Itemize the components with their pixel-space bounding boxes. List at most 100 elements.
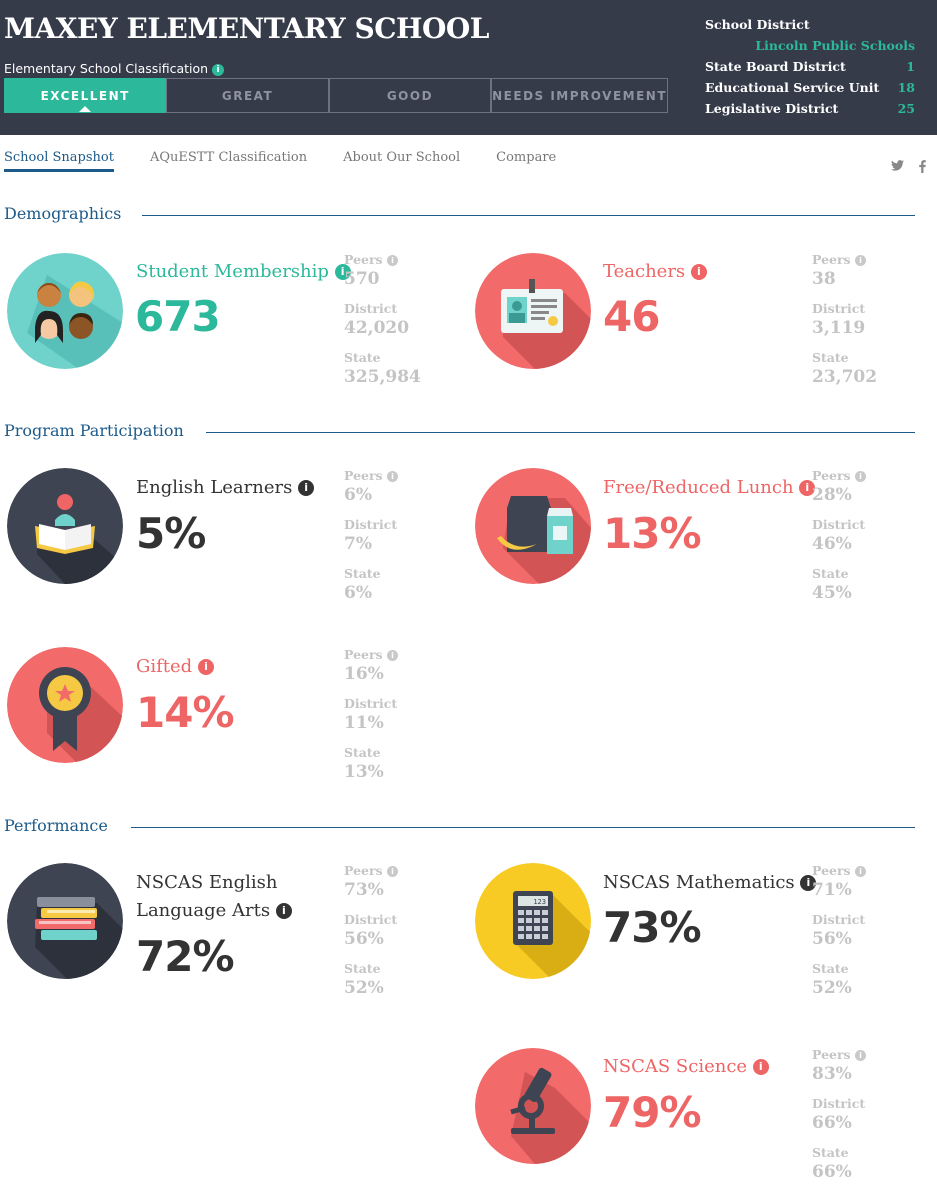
comparison-value: 38 <box>812 269 836 289</box>
comparison-value: 73% <box>344 880 384 900</box>
info-icon[interactable]: i <box>386 471 398 482</box>
comparison-value: 56% <box>344 929 384 949</box>
comparison-value: 325,984 <box>344 367 421 387</box>
calculator-icon: 123 <box>475 863 591 979</box>
comparison-label: District <box>812 301 866 316</box>
school-district-link[interactable]: Lincoln Public Schools <box>755 38 915 53</box>
comparison-label: District <box>344 912 398 927</box>
info-icon[interactable]: i <box>854 866 866 877</box>
rating-needs-improvement[interactable]: NEEDS IMPROVEMENT <box>491 78 669 113</box>
comparison-value: 3,119 <box>812 318 866 338</box>
main-nav: School Snapshot AQuESTT Classification A… <box>4 150 556 172</box>
free-lunch-label: Free/Reduced Lunch i <box>603 474 816 502</box>
info-icon[interactable]: i <box>386 866 398 877</box>
section-divider <box>142 215 915 216</box>
comparison-label: District <box>344 696 398 711</box>
student-membership-comparison: Peers i 570 District 42,020 State 325,98… <box>344 252 454 399</box>
nscas-math-comparison: Peers i 71% District 56% State 52% <box>812 863 922 1010</box>
info-icon[interactable]: i <box>197 659 214 675</box>
nscas-science-comparison: Peers i 83% District 66% State 66% <box>812 1047 922 1194</box>
info-icon[interactable]: i <box>854 255 866 266</box>
comparison-value: 16% <box>344 664 384 684</box>
tab-about-our-school[interactable]: About Our School <box>343 150 461 165</box>
section-demographics-title: Demographics <box>4 204 122 223</box>
state-board-row: State Board District 1 <box>705 59 915 74</box>
comparison-label: District <box>344 517 398 532</box>
lunch-icon <box>475 468 591 584</box>
tab-aquestt-classification[interactable]: AQuESTT Classification <box>149 150 308 165</box>
comparison-label: State <box>812 1145 849 1160</box>
comparison-label: Peers i <box>812 468 922 484</box>
comparison-label: Peers i <box>344 863 454 879</box>
comparison-label: State <box>344 350 381 365</box>
section-program-title: Program Participation <box>4 421 184 440</box>
comparison-value: 6% <box>344 583 372 603</box>
legislative-row: Legislative District 25 <box>705 101 915 116</box>
comparison-value: 42,020 <box>344 318 410 338</box>
comparison-label: State <box>812 566 849 581</box>
nscas-science-label: NSCAS Science i <box>603 1053 769 1081</box>
rating-excellent[interactable]: EXCELLENT <box>4 78 167 113</box>
rating-bar: EXCELLENT GREAT GOOD NEEDS IMPROVEMENT <box>4 78 669 113</box>
comparison-value: 52% <box>344 978 384 998</box>
comparison-value: 6% <box>344 485 372 505</box>
comparison-label: Peers i <box>812 863 922 879</box>
info-icon[interactable]: i <box>800 875 817 891</box>
teachers-label: Teachers i <box>603 258 707 286</box>
info-icon[interactable]: i <box>799 480 816 496</box>
comparison-value: 71% <box>812 880 852 900</box>
rating-good[interactable]: GOOD <box>328 78 492 113</box>
info-icon[interactable]: i <box>386 255 398 266</box>
comparison-value: 66% <box>812 1113 852 1133</box>
student-membership-icon <box>7 253 123 369</box>
nscas-ela-label: NSCAS English Language Arts i <box>136 869 292 925</box>
comparison-label: Peers i <box>812 1047 922 1063</box>
esu-row: Educational Service Unit 18 <box>705 80 915 95</box>
tab-school-snapshot[interactable]: School Snapshot <box>4 150 114 172</box>
free-lunch-comparison: Peers i 28% District 46% State 45% <box>812 468 922 615</box>
twitter-icon[interactable] <box>891 160 904 175</box>
english-learners-icon <box>7 468 123 584</box>
info-icon[interactable]: i <box>690 264 707 280</box>
comparison-label: State <box>344 745 381 760</box>
nscas-ela-value: 72% <box>136 932 235 981</box>
school-district-row: School District <box>705 17 810 32</box>
comparison-label: District <box>812 912 866 927</box>
books-icon <box>7 863 123 979</box>
teachers-comparison: Peers i 38 District 3,119 State 23,702 <box>812 252 922 399</box>
school-district-value-row: Lincoln Public Schools <box>705 35 915 56</box>
teachers-id-badge-icon <box>475 253 591 369</box>
school-title: MAXEY ELEMENTARY SCHOOL <box>4 12 489 45</box>
section-performance-title: Performance <box>4 816 108 835</box>
english-learners-label: English Learners i <box>136 474 315 502</box>
comparison-label: District <box>344 301 398 316</box>
tab-compare[interactable]: Compare <box>496 150 557 165</box>
comparison-label: District <box>812 1096 866 1111</box>
rating-great[interactable]: GREAT <box>166 78 329 113</box>
comparison-value: 46% <box>812 534 852 554</box>
info-icon[interactable]: i <box>386 650 398 661</box>
facebook-icon[interactable] <box>919 160 926 177</box>
info-icon[interactable]: i <box>212 63 225 76</box>
student-membership-value: 673 <box>135 292 221 341</box>
comparison-value: 11% <box>344 713 384 733</box>
info-icon[interactable]: i <box>854 1050 866 1061</box>
info-icon[interactable]: i <box>275 903 292 919</box>
district-info: School District Lincoln Public Schools S… <box>705 14 915 119</box>
info-icon[interactable]: i <box>752 1059 769 1075</box>
comparison-label: State <box>344 566 381 581</box>
info-icon[interactable]: i <box>334 264 351 280</box>
comparison-value: 66% <box>812 1162 852 1182</box>
comparison-label: Peers i <box>344 252 454 268</box>
gifted-ribbon-icon <box>7 647 123 763</box>
section-divider <box>206 432 915 433</box>
gifted-comparison: Peers i 16% District 11% State 13% <box>344 647 454 794</box>
comparison-label: District <box>812 517 866 532</box>
student-membership-label: Student Membership i <box>136 258 351 286</box>
info-icon[interactable]: i <box>298 480 315 496</box>
gifted-label: Gifted i <box>136 653 214 681</box>
free-lunch-value: 13% <box>603 509 702 558</box>
nscas-science-value: 79% <box>603 1088 702 1137</box>
nscas-math-value: 73% <box>603 903 702 952</box>
info-icon[interactable]: i <box>854 471 866 482</box>
